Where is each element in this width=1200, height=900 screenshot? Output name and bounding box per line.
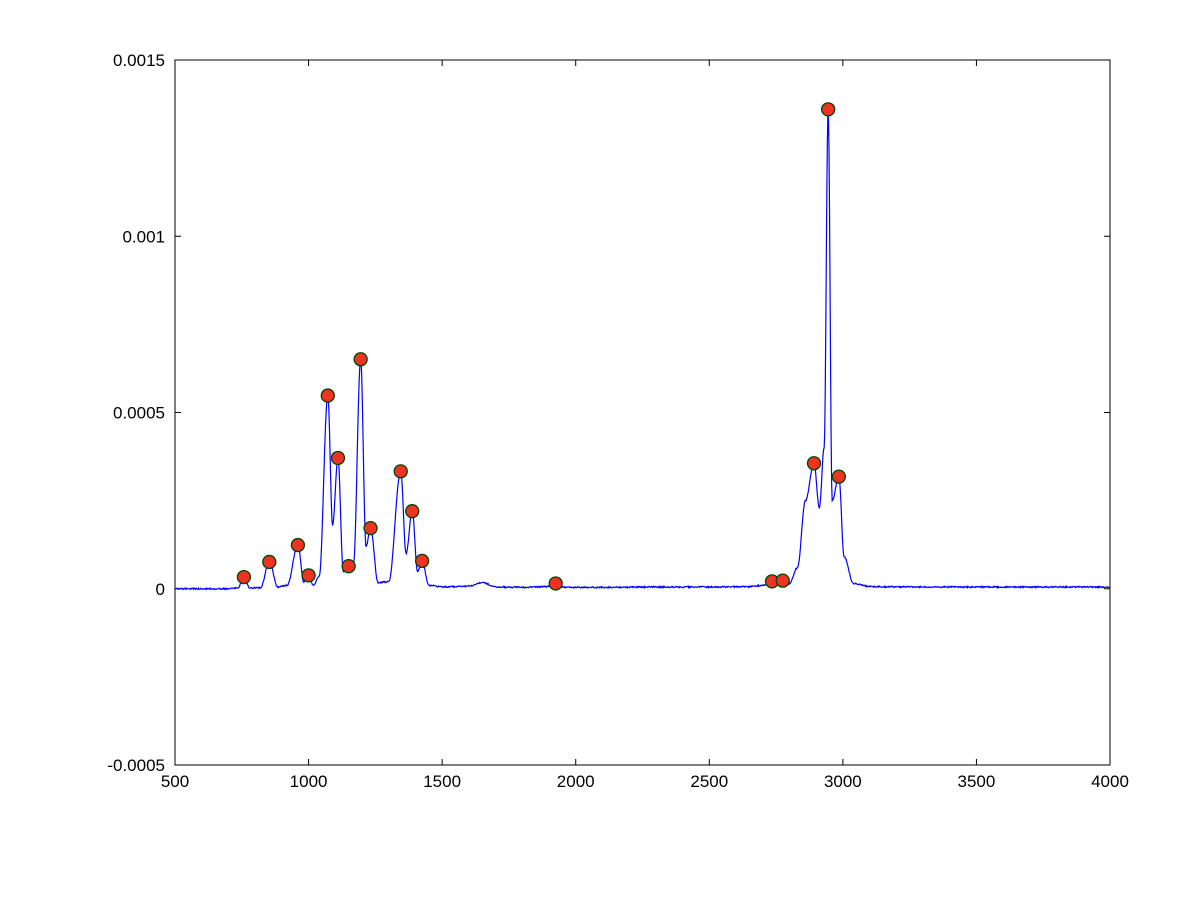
peak-marker bbox=[331, 451, 344, 464]
peak-marker bbox=[832, 470, 845, 483]
x-tick-label: 500 bbox=[161, 772, 189, 791]
y-tick-label: 0 bbox=[156, 580, 165, 599]
peak-marker bbox=[364, 522, 377, 535]
peak-marker bbox=[291, 539, 304, 552]
peak-marker bbox=[406, 505, 419, 518]
x-tick-label: 1500 bbox=[423, 772, 461, 791]
y-tick-label: 0.001 bbox=[122, 227, 165, 246]
peak-marker bbox=[394, 465, 407, 478]
y-tick-label: -0.0005 bbox=[107, 756, 165, 775]
peak-marker bbox=[549, 577, 562, 590]
x-tick-label: 4000 bbox=[1091, 772, 1129, 791]
peak-marker bbox=[321, 389, 334, 402]
x-tick-label: 3500 bbox=[958, 772, 996, 791]
peak-marker bbox=[822, 103, 835, 116]
peak-marker bbox=[263, 555, 276, 568]
chart-svg: 500 1000 1500 2000 2500 3000 3500 4000 -0.0005 0 0… bbox=[0, 0, 1200, 900]
peak-marker bbox=[237, 571, 250, 584]
x-tick-label: 2000 bbox=[557, 772, 595, 791]
peak-marker bbox=[302, 569, 315, 582]
x-tick-label: 3000 bbox=[824, 772, 862, 791]
spectrum-chart: 500 1000 1500 2000 2500 3000 3500 4000 -0.0005 0 0… bbox=[0, 0, 1200, 900]
peak-marker bbox=[354, 353, 367, 366]
peak-marker bbox=[776, 574, 789, 587]
spectrum-line bbox=[175, 112, 1110, 589]
peak-marker bbox=[808, 457, 821, 470]
x-tick-label: 2500 bbox=[690, 772, 728, 791]
peak-marker bbox=[342, 560, 355, 573]
y-tick-label: 0.0005 bbox=[113, 404, 165, 423]
peak-marker bbox=[416, 554, 429, 567]
axes-box bbox=[175, 60, 1110, 765]
x-tick-label: 1000 bbox=[290, 772, 328, 791]
y-tick-label: 0.0015 bbox=[113, 51, 165, 70]
